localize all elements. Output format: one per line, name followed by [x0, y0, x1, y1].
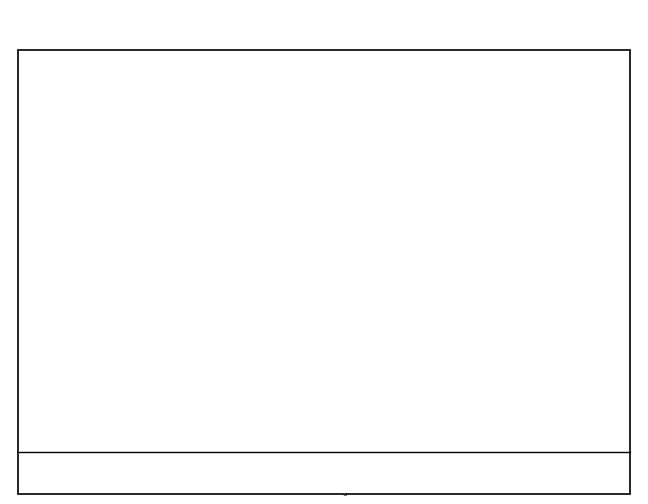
Text: 05/01/02: 05/01/02: [22, 468, 60, 476]
Text: For example, consider a one-year futures contract on gold.  Suppose that it cost: For example, consider a one-year futures…: [55, 228, 538, 293]
Text: If the storage costs incurred at any time are proportional to the price of the
p: If the storage costs incurred at any tim…: [55, 72, 535, 120]
Text: F(0) = [S(0)] exp(r + u)(T): F(0) = [S(0)] exp(r + u)(T): [55, 162, 232, 175]
Text: If the quoted futures price was, say, $300, an arbitrageur would buy gold, store: If the quoted futures price was, say, $3…: [55, 370, 529, 401]
Text: where u is the storage costs p.a. expressed as a proportion of the cash price.: where u is the storage costs p.a. expres…: [55, 198, 515, 211]
Text: Energy Derivatives et al: Energy Derivatives et al: [222, 467, 426, 481]
Text: F(0) = ($270 + $1.9025) x exp(.05 x 1) = $285.84.: F(0) = ($270 + $1.9025) x exp(.05 x 1) =…: [55, 332, 394, 345]
Text: 28: 28: [612, 468, 626, 478]
Text: Goldman Sachs: Energy Derivatives et al
Copyright (C) 2002, Marshall, Tucker &
A: Goldman Sachs: Energy Derivatives et al …: [237, 468, 411, 496]
